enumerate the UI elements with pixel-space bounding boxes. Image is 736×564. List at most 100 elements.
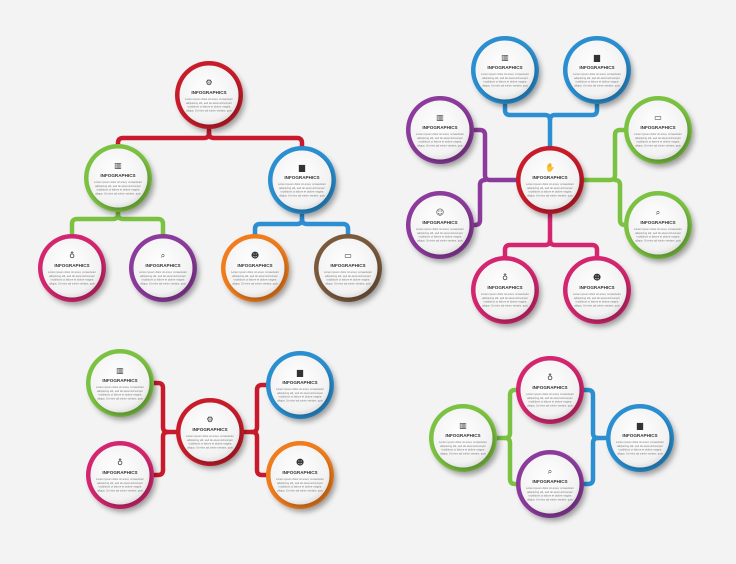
node-chart-green: ▥ INFOGRAPHICS Lorem ipsum dolor sit amet,… — [429, 404, 497, 472]
node-body-text: incididunt ut labore et dolore magna — [234, 278, 277, 282]
node-briefcase-blue: ▆ INFOGRAPHICS Lorem ipsum dolor sit amet,… — [266, 351, 334, 419]
node-face — [272, 150, 332, 210]
connector-line — [502, 435, 521, 487]
node-title: INFOGRAPHICS — [532, 175, 567, 180]
node-body-text: aliqua. Ut enim ad minim veniam, quis — [186, 108, 232, 112]
node-body-text: Lorem ipsum dolor sit amet, consectetur — [231, 270, 279, 274]
node-body-text: Lorem ipsum dolor sit amet, consectetur — [416, 132, 464, 136]
node-body-text: incididunt ut labore et dolore magna — [97, 188, 140, 192]
node-face — [133, 238, 193, 298]
chart-icon: ▥ — [436, 113, 444, 122]
node-title: INFOGRAPHICS — [191, 90, 226, 95]
diagram-tree: ⚙ INFOGRAPHICS Lorem ipsum dolor sit amet,… — [38, 61, 382, 302]
connector-line — [206, 130, 305, 151]
node-body-text: incididunt ut labore et dolore magna — [619, 448, 662, 452]
connector-line — [115, 211, 166, 239]
briefcase-icon: ▆ — [593, 53, 601, 62]
node-body-text: incididunt ut labore et dolore magna — [529, 190, 572, 194]
node-body-text: aliqua. Ut enim ad minim veniam, quis — [574, 83, 620, 87]
node-body-text: adipiscing elit, sed do eiusmod tempor — [635, 231, 681, 235]
node-body-text: adipiscing elit, sed do eiusmod tempor — [140, 274, 186, 278]
bulb-icon: ♁ — [69, 251, 75, 260]
node-body-text: adipiscing elit, sed do eiusmod tempor — [325, 274, 371, 278]
gear-icon: ⚙ — [206, 415, 213, 424]
node-body-text: aliqua. Ut enim ad minim veniam, quis — [140, 281, 186, 285]
node-body-text: incididunt ut labore et dolore magna — [419, 140, 462, 144]
node-title: INFOGRAPHICS — [640, 125, 675, 130]
node-face — [520, 360, 580, 420]
node-title: INFOGRAPHICS — [422, 220, 457, 225]
bulb-icon: ♁ — [547, 373, 553, 382]
node-title: INFOGRAPHICS — [487, 285, 522, 290]
node-search-purple: ⌕ INFOGRAPHICS Lorem ipsum dolor sit amet,… — [129, 234, 197, 302]
node-body-text: aliqua. Ut enim ad minim veniam, quis — [482, 83, 528, 87]
node-title: INFOGRAPHICS — [54, 263, 89, 268]
node-body-text: Lorem ipsum dolor sit amet, consectetur — [481, 292, 529, 296]
node-body-text: adipiscing elit, sed do eiusmod tempor — [440, 444, 486, 448]
node-face — [520, 454, 580, 514]
node-body-text: aliqua. Ut enim ad minim veniam, quis — [95, 191, 141, 195]
handshake-icon: ✋ — [545, 162, 555, 172]
person-icon: ☻ — [296, 458, 304, 467]
connector-line — [249, 429, 271, 478]
node-body-text: Lorem ipsum dolor sit amet, consectetur — [573, 292, 621, 296]
node-body-text: adipiscing elit, sed do eiusmod tempor — [617, 444, 663, 448]
node-face — [90, 353, 150, 413]
node-body-text: Lorem ipsum dolor sit amet, consectetur — [481, 72, 529, 76]
connector-line — [579, 127, 629, 183]
node-body-text: incididunt ut labore et dolore magna — [637, 235, 680, 239]
node-title: INFOGRAPHICS — [445, 433, 480, 438]
node-body-text: incididunt ut labore et dolore magna — [484, 300, 527, 304]
node-body-text: incididunt ut labore et dolore magna — [279, 395, 322, 399]
node-title: INFOGRAPHICS — [579, 285, 614, 290]
node-gear-red: ⚙ INFOGRAPHICS Lorem ipsum dolor sit amet,… — [176, 398, 244, 466]
node-body-text: incididunt ut labore et dolore magna — [142, 278, 185, 282]
search-icon: ⌕ — [656, 208, 660, 217]
monitor-icon: ▭ — [344, 251, 352, 260]
node-body-text: Lorem ipsum dolor sit amet, consectetur — [573, 72, 621, 76]
node-body-text: aliqua. Ut enim ad minim veniam, quis — [279, 193, 325, 197]
node-title: INFOGRAPHICS — [487, 65, 522, 70]
node-bulb-pink: ♁ INFOGRAPHICS Lorem ipsum dolor sit amet,… — [86, 441, 154, 509]
person-icon: ☻ — [593, 273, 601, 282]
connector-line — [502, 209, 553, 261]
node-body-text: aliqua. Ut enim ad minim veniam, quis — [527, 193, 573, 197]
search-icon: ⌕ — [548, 467, 552, 476]
node-title: INFOGRAPHICS — [100, 173, 135, 178]
node-chart-purple: ▥ INFOGRAPHICS Lorem ipsum dolor sit amet,… — [406, 96, 474, 164]
connector-line — [612, 177, 629, 228]
node-briefcase-blue: ▆ INFOGRAPHICS Lorem ipsum dolor sit amet,… — [268, 146, 336, 214]
node-body-text: adipiscing elit, sed do eiusmod tempor — [527, 186, 573, 190]
node-head-purple: ☺ INFOGRAPHICS Lorem ipsum dolor sit amet,… — [406, 191, 474, 259]
node-body-text: incididunt ut labore et dolore magna — [188, 105, 231, 109]
node-face — [90, 445, 150, 505]
node-body-text: incididunt ut labore et dolore magna — [279, 485, 322, 489]
node-body-text: incididunt ut labore et dolore magna — [281, 190, 324, 194]
node-body-text: aliqua. Ut enim ad minim veniam, quis — [187, 445, 233, 449]
node-body-text: Lorem ipsum dolor sit amet, consectetur — [96, 385, 144, 389]
bulb-icon: ♁ — [502, 273, 508, 282]
node-body-text: Lorem ipsum dolor sit amet, consectetur — [526, 392, 574, 396]
node-body-text: aliqua. Ut enim ad minim veniam, quis — [617, 451, 663, 455]
node-chart-green: ▥ INFOGRAPHICS Lorem ipsum dolor sit amet,… — [84, 144, 152, 212]
node-body-text: Lorem ipsum dolor sit amet, consectetur — [634, 227, 682, 231]
node-body-text: aliqua. Ut enim ad minim veniam, quis — [527, 403, 573, 407]
node-face — [42, 238, 102, 298]
node-body-text: aliqua. Ut enim ad minim veniam, quis — [440, 451, 486, 455]
node-body-text: Lorem ipsum dolor sit amet, consectetur — [276, 387, 324, 391]
node-body-text: Lorem ipsum dolor sit amet, consectetur — [185, 97, 233, 101]
node-face — [567, 40, 627, 100]
gear-icon: ⚙ — [205, 78, 212, 87]
node-title: INFOGRAPHICS — [192, 427, 227, 432]
node-title: INFOGRAPHICS — [422, 125, 457, 130]
node-face — [610, 408, 670, 468]
node-title: INFOGRAPHICS — [532, 385, 567, 390]
node-body-text: adipiscing elit, sed do eiusmod tempor — [635, 136, 681, 140]
connector-line — [149, 429, 171, 478]
connector-line — [492, 387, 521, 441]
node-body-text: Lorem ipsum dolor sit amet, consectetur — [526, 486, 574, 490]
node-body-text: Lorem ipsum dolor sit amet, consectetur — [324, 270, 372, 274]
node-body-text: aliqua. Ut enim ad minim veniam, quis — [97, 396, 143, 400]
connector-line — [579, 435, 601, 487]
node-body-text: adipiscing elit, sed do eiusmod tempor — [49, 274, 95, 278]
